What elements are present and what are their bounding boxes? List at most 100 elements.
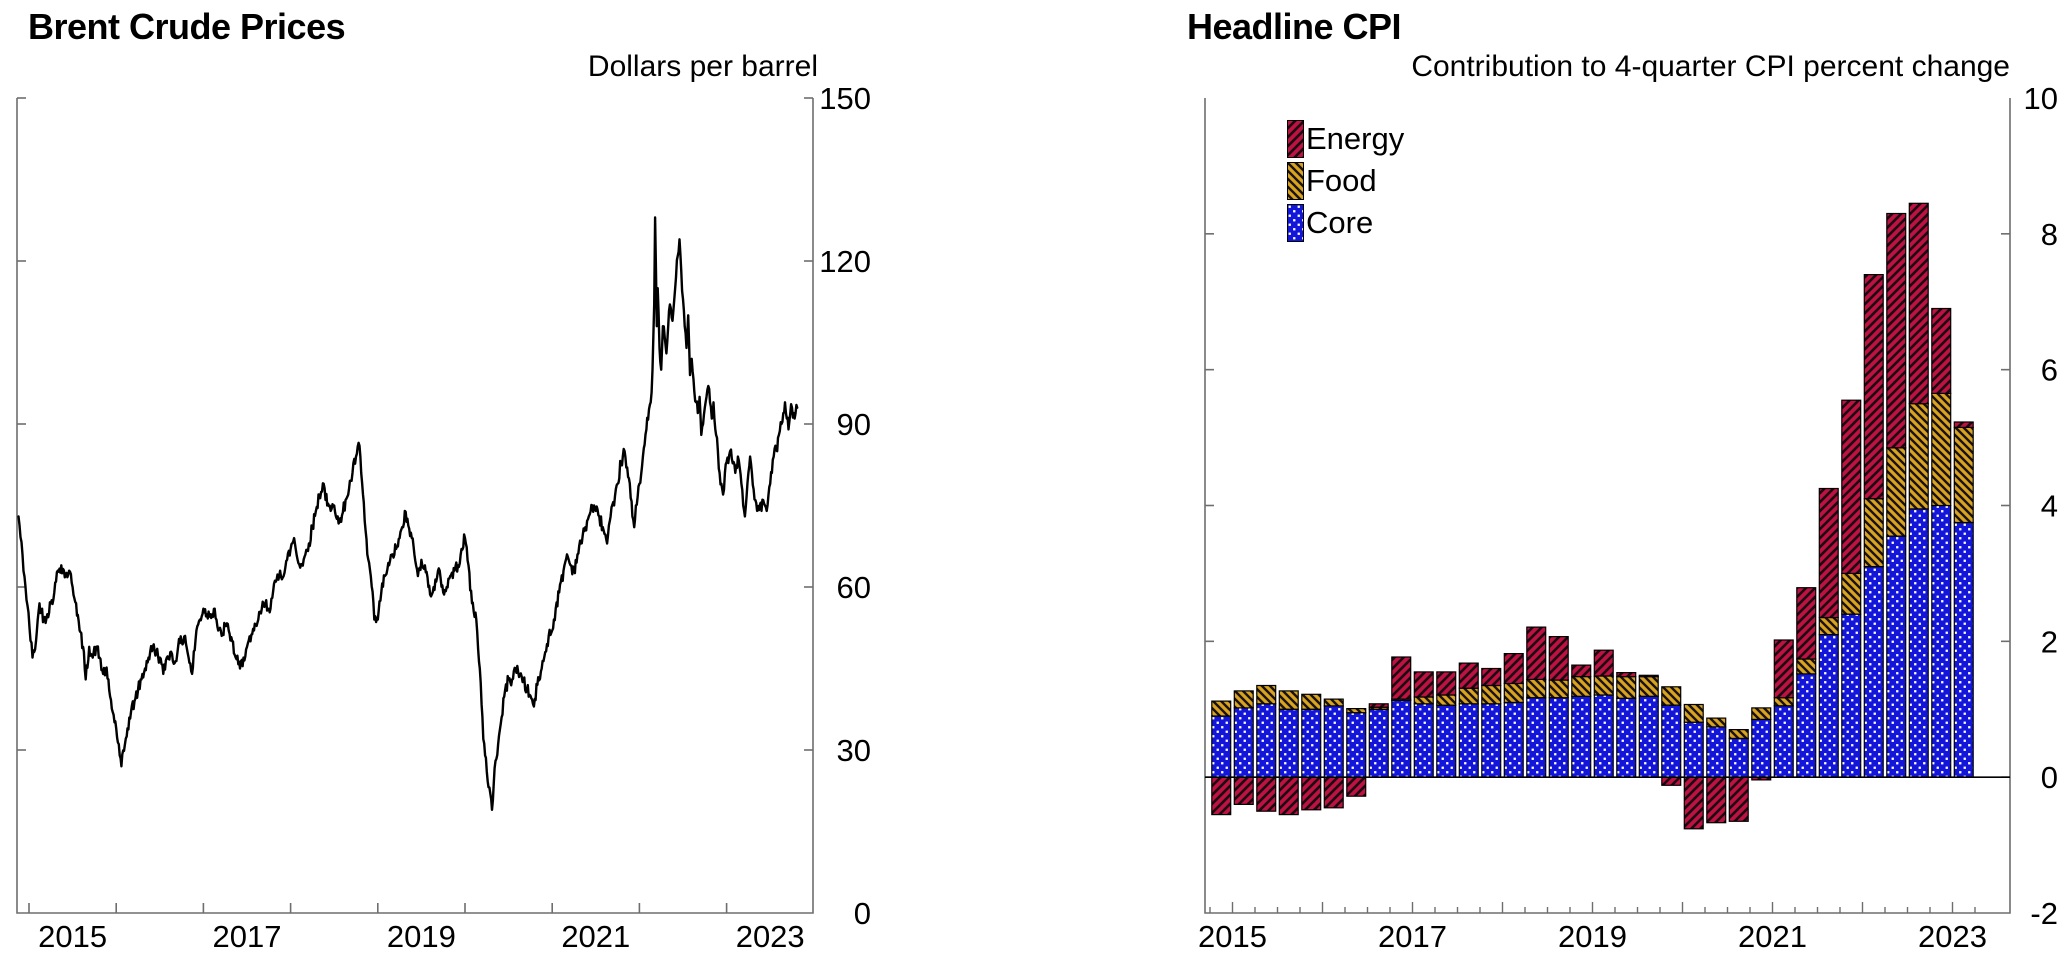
x-tick-label: 2021 — [561, 919, 630, 954]
bar-segment-core — [1323, 705, 1344, 778]
left-chart-unit-label: Dollars per barrel — [587, 50, 818, 83]
x-tick-label: 2017 — [213, 919, 282, 954]
x-tick-label: 2023 — [736, 919, 805, 954]
bar-segment-core — [1773, 705, 1794, 778]
bar-segment-core — [1931, 504, 1952, 778]
food-swatch-icon — [1287, 162, 1304, 200]
bar-segment-energy — [1706, 776, 1727, 824]
left-chart-title: Brent Crude Prices — [28, 6, 346, 47]
bar-segment-core — [1751, 718, 1772, 778]
bar-segment-energy — [1953, 421, 1974, 429]
x-tick-label: 2019 — [387, 919, 456, 954]
bar-segment-food — [1638, 675, 1659, 697]
bar-segment-energy — [1818, 487, 1839, 619]
bar-segment-food — [1548, 679, 1569, 699]
bar-segment-core — [1571, 695, 1592, 778]
y-tick-label: 2 — [2041, 624, 2058, 659]
bar-segment-energy — [1436, 671, 1457, 696]
bar-segment-energy — [1796, 587, 1817, 660]
bar-segment-food — [1503, 682, 1524, 704]
x-tick-label: 2023 — [1918, 919, 1987, 954]
right-chart-title: Headline CPI — [1187, 6, 1402, 47]
bar-segment-energy — [1413, 671, 1434, 698]
bar-segment-food — [1908, 403, 1929, 510]
bar-segment-food — [1571, 675, 1592, 697]
bar-segment-food — [1256, 684, 1277, 705]
bar-segment-energy — [1481, 667, 1502, 687]
bar-segment-food — [1796, 658, 1817, 675]
y-tick-label: 0 — [2041, 760, 2058, 795]
y-tick-label: -2 — [2030, 896, 2058, 931]
bar-segment-core — [1616, 697, 1637, 778]
y-tick-label: 10 — [2024, 81, 2058, 116]
bar-segment-energy — [1211, 776, 1232, 816]
core-swatch-icon — [1287, 204, 1304, 242]
y-tick-label: 4 — [2041, 489, 2058, 524]
bar-segment-core — [1953, 521, 1974, 778]
bar-segment-core — [1796, 673, 1817, 778]
x-tick-label: 2017 — [1378, 919, 1447, 954]
bar-segment-food — [1953, 426, 1974, 524]
bar-segment-core — [1638, 695, 1659, 778]
bar-segment-core — [1886, 535, 1907, 778]
bar-segment-core — [1436, 704, 1457, 778]
bar-segment-core — [1368, 708, 1389, 778]
bar-segment-core — [1908, 508, 1929, 778]
bar-segment-energy — [1728, 776, 1749, 822]
bar-segment-energy — [1323, 776, 1344, 809]
bar-segment-energy — [1548, 635, 1569, 681]
bar-segment-food — [1436, 694, 1457, 706]
x-tick-label: 2021 — [1738, 919, 1807, 954]
bar-segment-food — [1301, 693, 1322, 710]
x-tick-label: 2015 — [1198, 919, 1267, 954]
cpi-legend: Energy Food Core — [1287, 120, 1404, 242]
legend-label-energy: Energy — [1306, 121, 1405, 156]
bar-segment-core — [1841, 613, 1862, 778]
bar-segment-core — [1863, 565, 1884, 778]
bar-segment-energy — [1908, 202, 1929, 405]
bar-segment-core — [1503, 701, 1524, 778]
bar-segment-energy — [1863, 274, 1884, 500]
bar-segment-energy — [1368, 703, 1389, 708]
bar-segment-energy — [1391, 656, 1412, 700]
bar-segment-food — [1661, 686, 1682, 706]
legend-label-food: Food — [1306, 163, 1377, 198]
y-tick-label: 150 — [819, 81, 871, 116]
bar-segment-food — [1526, 678, 1547, 699]
bar-segment-food — [1841, 572, 1862, 615]
bar-segment-food — [1278, 690, 1299, 710]
bar-segment-energy — [1638, 674, 1659, 678]
y-tick-label: 30 — [837, 733, 871, 768]
y-tick-label: 6 — [2041, 353, 2058, 388]
bar-segment-core — [1458, 703, 1479, 778]
bar-segment-energy — [1503, 652, 1524, 685]
bar-segment-food — [1346, 707, 1367, 714]
bar-segment-core — [1256, 703, 1277, 778]
bar-segment-food — [1323, 698, 1344, 707]
bar-segment-energy — [1593, 649, 1614, 677]
bar-segment-food — [1211, 700, 1232, 717]
bar-segment-energy — [1773, 639, 1794, 699]
y-tick-label: 0 — [854, 896, 871, 931]
right-chart-subtitle: Contribution to 4-quarter CPI percent ch… — [1411, 50, 2010, 83]
bar-segment-core — [1391, 699, 1412, 778]
left-chart-frame — [16, 98, 814, 914]
legend-label-core: Core — [1306, 205, 1374, 240]
bar-segment-food — [1886, 447, 1907, 537]
bar-segment-core — [1706, 726, 1727, 778]
bar-segment-food — [1616, 675, 1637, 699]
bar-segment-energy — [1256, 776, 1277, 812]
bar-segment-food — [1863, 498, 1884, 568]
bar-segment-core — [1683, 721, 1704, 778]
bar-segment-energy — [1278, 776, 1299, 816]
bar-segment-food — [1458, 687, 1479, 705]
bar-segment-core — [1481, 703, 1502, 778]
bar-segment-energy — [1661, 776, 1682, 786]
bar-segment-food — [1751, 707, 1772, 721]
bar-segment-food — [1233, 690, 1254, 709]
bar-segment-energy — [1886, 212, 1907, 449]
bar-segment-food — [1931, 392, 1952, 507]
bar-segment-energy — [1841, 399, 1862, 575]
